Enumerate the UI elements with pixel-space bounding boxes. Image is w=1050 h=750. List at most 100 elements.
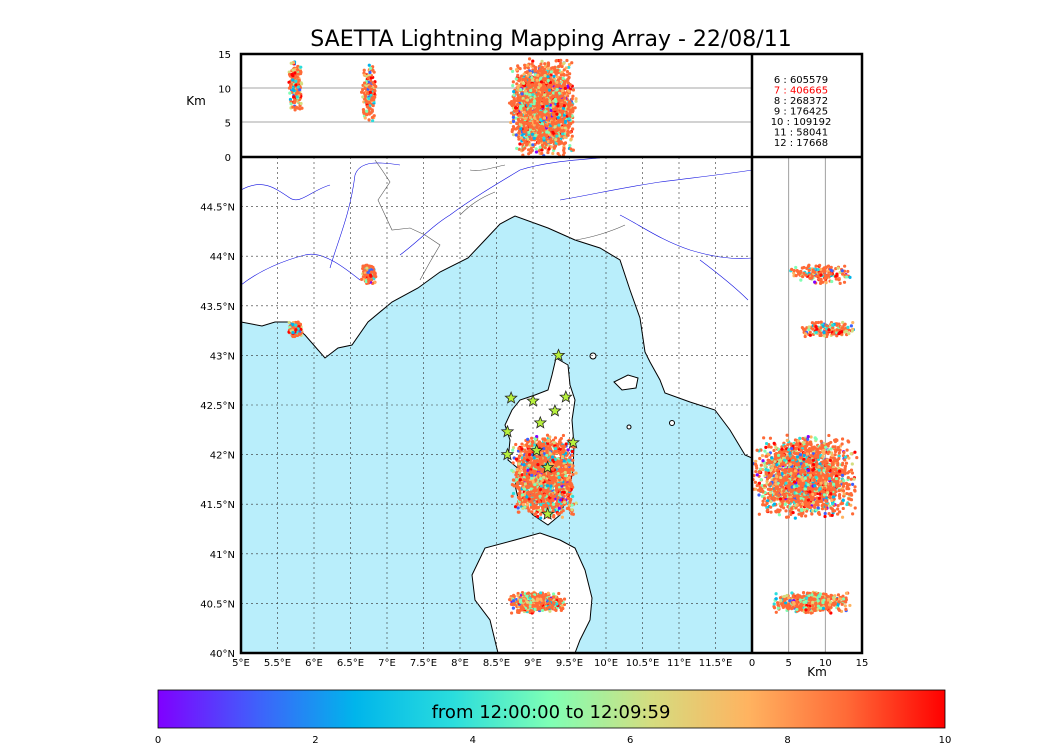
lightning-source-point bbox=[365, 266, 369, 270]
altitude-source-point bbox=[369, 98, 374, 102]
lightning-source-point bbox=[540, 608, 545, 612]
map-lat-tick-label: 40°N bbox=[210, 649, 235, 660]
altitude-source-point bbox=[563, 135, 567, 139]
lightning-source-point bbox=[542, 597, 546, 602]
altitude-source-point bbox=[296, 68, 300, 72]
lightning-source-point bbox=[520, 493, 525, 497]
altitude-source-point bbox=[299, 65, 303, 69]
altitude-source-point bbox=[372, 70, 376, 74]
lightning-source-point bbox=[545, 484, 550, 488]
lightning-source-point bbox=[570, 508, 574, 512]
lightning-source-point bbox=[539, 591, 543, 595]
lightning-source-point bbox=[555, 449, 559, 453]
altitude-source-point bbox=[297, 78, 301, 83]
lightning-source-point bbox=[530, 444, 534, 448]
lightning-source-point bbox=[367, 279, 371, 284]
altitude-source-point bbox=[288, 91, 292, 95]
lightning-source-point bbox=[554, 486, 559, 490]
lightning-source-point bbox=[515, 502, 519, 507]
lightning-source-point bbox=[558, 601, 562, 605]
lightning-source-point bbox=[568, 456, 572, 460]
altitude-source-point bbox=[570, 97, 574, 101]
altitude-source-point bbox=[543, 146, 547, 150]
lightning-source-point bbox=[520, 447, 524, 451]
altitude-source-point bbox=[361, 107, 366, 112]
lightning-source-point bbox=[548, 446, 552, 450]
lightning-source-point bbox=[522, 463, 526, 467]
altitude-source-point bbox=[374, 84, 378, 89]
lightning-source-point bbox=[545, 606, 549, 611]
altitude-source-point bbox=[371, 119, 375, 123]
altitude-source-point bbox=[536, 137, 540, 141]
map-lat-tick-label: 41.5°N bbox=[200, 500, 235, 511]
lightning-source-point bbox=[536, 514, 540, 519]
lightning-source-point bbox=[529, 483, 533, 488]
altitude-source-point bbox=[295, 95, 299, 99]
lightning-source-point bbox=[530, 436, 534, 440]
lightning-source-point bbox=[532, 463, 536, 467]
altitude-source-point bbox=[370, 115, 374, 120]
lightning-source-point bbox=[557, 461, 562, 465]
map-lon-tick-label: 10°E bbox=[594, 658, 618, 669]
lightning-source-point bbox=[538, 473, 542, 477]
lightning-source-point bbox=[534, 489, 538, 493]
lightning-source-point bbox=[539, 502, 543, 507]
lightning-source-point bbox=[551, 498, 555, 503]
lightning-source-point bbox=[532, 459, 537, 463]
lightning-source-point bbox=[541, 489, 545, 493]
lightning-source-point bbox=[571, 472, 575, 477]
lightning-source-point bbox=[561, 450, 566, 454]
altitude-source-point bbox=[369, 87, 374, 91]
lightning-source-point bbox=[533, 437, 537, 441]
lightning-source-point bbox=[527, 508, 531, 512]
map-lat-tick-label: 42.5°N bbox=[200, 401, 235, 412]
lightning-source-point bbox=[531, 603, 536, 607]
altitude-source-point bbox=[362, 68, 366, 72]
rivers bbox=[241, 157, 752, 301]
altitude-source-point bbox=[299, 82, 304, 86]
lightning-source-point bbox=[519, 600, 523, 604]
lightning-source-point bbox=[529, 491, 533, 495]
lightning-source-point bbox=[514, 442, 518, 447]
altitude-source-point bbox=[299, 101, 303, 106]
lightning-source-point bbox=[556, 495, 560, 500]
lightning-source-point bbox=[369, 278, 374, 282]
altitude-source-point bbox=[511, 133, 516, 137]
lightning-source-point bbox=[517, 462, 521, 466]
lightning-source-point bbox=[516, 506, 520, 510]
lightning-source-point bbox=[295, 321, 299, 325]
altitude-source-point bbox=[539, 62, 543, 66]
lightning-source-point bbox=[545, 453, 549, 458]
lightning-source-point bbox=[374, 275, 378, 279]
lightning-source-point bbox=[568, 468, 572, 472]
lightning-source-point bbox=[546, 439, 550, 443]
map-panel: 5°E 5.5°E 6°E 6.5°E 7°E 7.5°E 8°E 8.5°E 9°E 9.5°E… bbox=[200, 156, 753, 669]
altitude-source-point bbox=[565, 58, 569, 63]
lightning-source-point bbox=[533, 469, 537, 474]
lightning-source-point bbox=[571, 494, 575, 499]
lightning-source-point bbox=[514, 457, 519, 461]
lightning-source-point bbox=[547, 499, 551, 503]
lightning-source-point bbox=[291, 331, 295, 335]
lightning-source-point bbox=[574, 471, 578, 475]
map-lat-ticks: 40°N40.5°N41°N41.5°N42°N42.5°N43°N43.5°N… bbox=[200, 203, 235, 660]
lightning-source-point bbox=[511, 448, 515, 452]
altitude-source-point bbox=[563, 86, 568, 90]
lightning-source-point bbox=[548, 475, 552, 479]
altitude-source-point bbox=[369, 93, 373, 97]
map-lon-tick-label: 7°E bbox=[378, 658, 396, 669]
lightning-source-point bbox=[523, 482, 527, 486]
lightning-source-point bbox=[550, 481, 554, 485]
lightning-source-point bbox=[549, 597, 553, 601]
lightning-source-point bbox=[570, 485, 574, 489]
lightning-source-point bbox=[533, 607, 537, 612]
lightning-source-point bbox=[571, 468, 575, 472]
altitude-source-point bbox=[291, 105, 295, 109]
lightning-source-point bbox=[549, 493, 553, 497]
lightning-source-point bbox=[530, 439, 535, 444]
altitude-source-point bbox=[368, 70, 372, 75]
lightning-source-point bbox=[530, 609, 534, 613]
lightning-source-point bbox=[510, 468, 514, 473]
lightning-source-point bbox=[559, 469, 564, 474]
